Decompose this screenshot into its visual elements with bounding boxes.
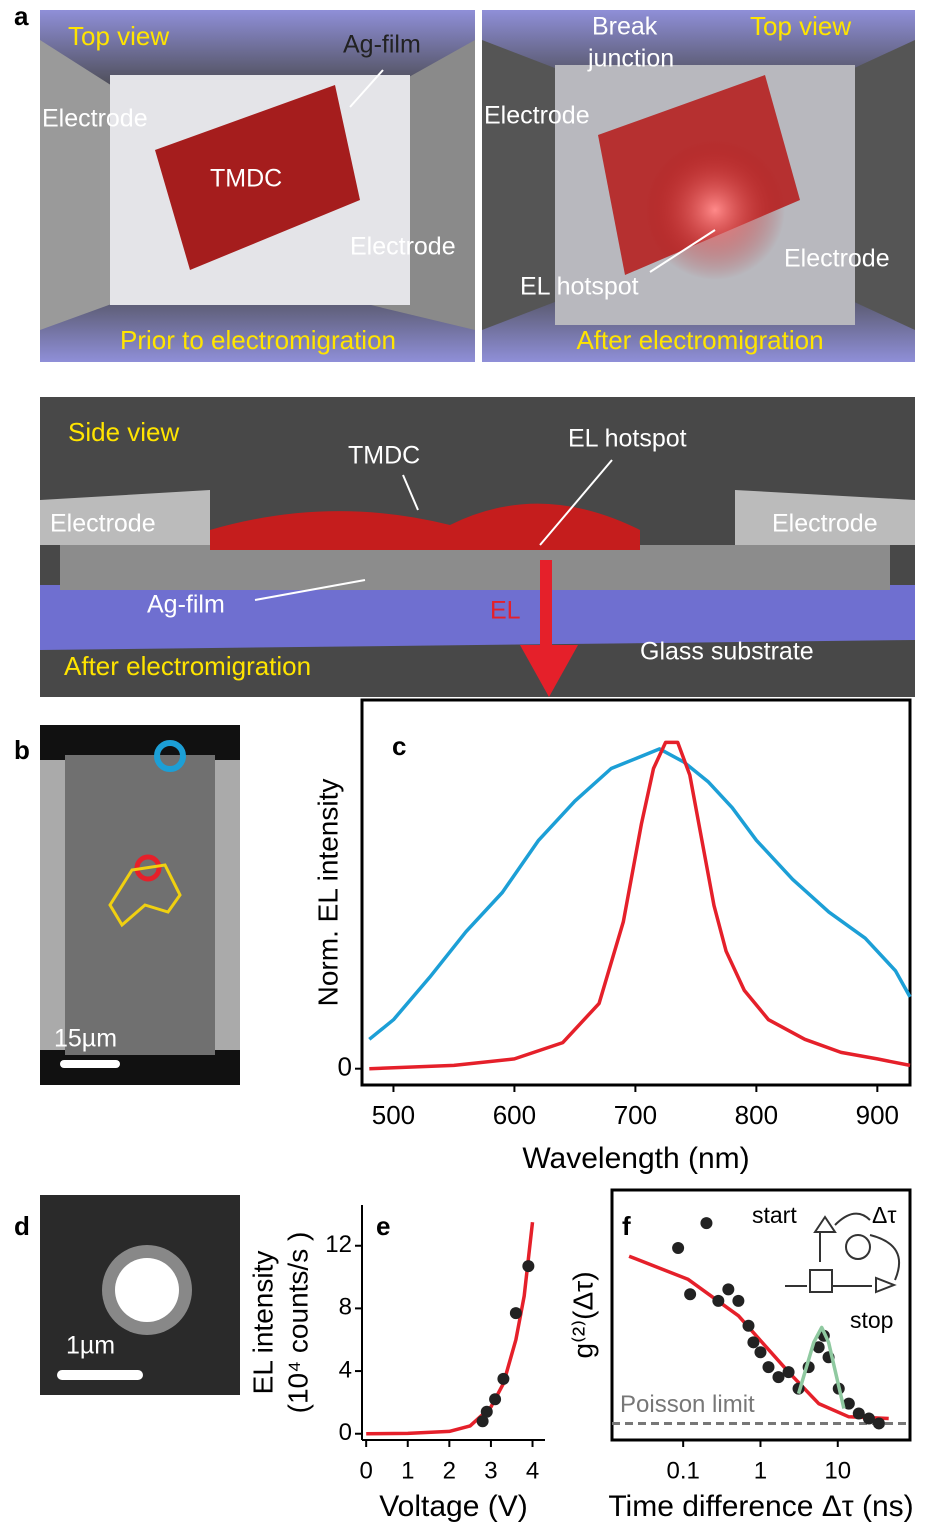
x-tick-label: 500 <box>372 1100 415 1130</box>
label: Break <box>592 13 658 41</box>
label: Electrode <box>784 245 890 273</box>
data-point <box>732 1295 744 1307</box>
label: Electrode <box>42 105 148 133</box>
data-point <box>522 1260 534 1272</box>
y-tick-label: 8 <box>339 1294 352 1321</box>
y-tick-label: 0 <box>339 1419 352 1446</box>
label: Electrode <box>484 102 590 130</box>
label: EL <box>490 597 521 625</box>
data-point <box>489 1393 501 1405</box>
y-tick-label: 12 <box>325 1231 352 1258</box>
data-point <box>481 1406 493 1418</box>
reference-label: Poisson limit <box>620 1391 755 1418</box>
label: EL hotspot <box>520 273 639 301</box>
label: Top view <box>750 11 851 41</box>
label: Electrode <box>772 510 878 538</box>
data-line <box>369 742 910 1068</box>
x-tick-label: 10 <box>824 1457 851 1484</box>
x-tick-label: 800 <box>735 1100 778 1130</box>
scale-label: 15µm <box>54 1025 117 1053</box>
x-axis-label: Time difference Δτ (ns) <box>608 1490 913 1523</box>
data-point <box>712 1295 724 1307</box>
x-tick-label: 1 <box>401 1457 414 1484</box>
label: Side view <box>68 417 179 447</box>
y-axis-label: g⁽²⁾(Δτ) <box>567 1271 598 1358</box>
inset-label: stop <box>850 1307 893 1333</box>
panel-letter: e <box>376 1211 390 1241</box>
data-point <box>873 1417 885 1429</box>
label: Ag-film <box>147 591 225 619</box>
data-line <box>369 749 910 1039</box>
x-tick-label: 3 <box>484 1457 497 1484</box>
panel-letter: c <box>392 731 406 761</box>
data-point <box>722 1283 734 1295</box>
data-point <box>783 1366 795 1378</box>
label: Ag-film <box>343 31 421 59</box>
x-axis-label: Voltage (V) <box>379 1490 527 1523</box>
data-point <box>672 1242 684 1254</box>
x-tick-label: 4 <box>526 1457 539 1484</box>
data-point <box>510 1307 522 1319</box>
y-axis-label: (10⁴ counts/s ) <box>282 1232 313 1414</box>
y-tick-label: 0 <box>338 1052 352 1082</box>
y-axis-label: EL intensity <box>247 1251 278 1395</box>
data-point <box>762 1361 774 1373</box>
x-tick-label: 700 <box>614 1100 657 1130</box>
label: Glass substrate <box>640 638 814 666</box>
y-axis-label: Norm. EL intensity <box>312 779 343 1007</box>
label: TMDC <box>210 165 282 193</box>
data-point <box>700 1217 712 1229</box>
label: EL hotspot <box>568 425 687 453</box>
render-top-right <box>482 10 915 362</box>
panel-letter: b <box>14 735 30 765</box>
label: After electromigration <box>64 651 311 681</box>
spot-image <box>40 1195 240 1395</box>
x-tick-label: 2 <box>443 1457 456 1484</box>
x-tick-label: 900 <box>856 1100 899 1130</box>
x-tick-label: 600 <box>493 1100 536 1130</box>
data-point <box>747 1336 759 1348</box>
label: Top view <box>68 21 169 51</box>
data-point <box>754 1346 766 1358</box>
y-tick-label: 4 <box>339 1356 352 1383</box>
label: Electrode <box>350 233 456 261</box>
label: Prior to electromigration <box>120 325 396 355</box>
inset-clock <box>846 1235 870 1259</box>
panel-letter: f <box>622 1211 631 1241</box>
label: After electromigration <box>576 325 823 355</box>
inset-label: Δτ <box>872 1202 896 1228</box>
data-point <box>497 1373 509 1385</box>
x-tick-label: 0.1 <box>666 1457 699 1484</box>
data-point <box>684 1288 696 1300</box>
scale-label: 1µm <box>66 1332 115 1360</box>
data-point <box>742 1320 754 1332</box>
x-axis-label: Wavelength (nm) <box>522 1142 749 1175</box>
label: junction <box>587 45 674 73</box>
x-tick-label: 1 <box>754 1457 767 1484</box>
data-line <box>366 1222 532 1434</box>
label: TMDC <box>348 442 420 470</box>
x-tick-label: 0 <box>359 1457 372 1484</box>
inset-label: start <box>752 1202 797 1228</box>
panel-letter: a <box>14 1 29 31</box>
figure: a Top view Ag-film Electrode TMDC Electr… <box>0 0 932 1528</box>
label: Electrode <box>50 510 156 538</box>
panel-letter: d <box>14 1211 30 1241</box>
